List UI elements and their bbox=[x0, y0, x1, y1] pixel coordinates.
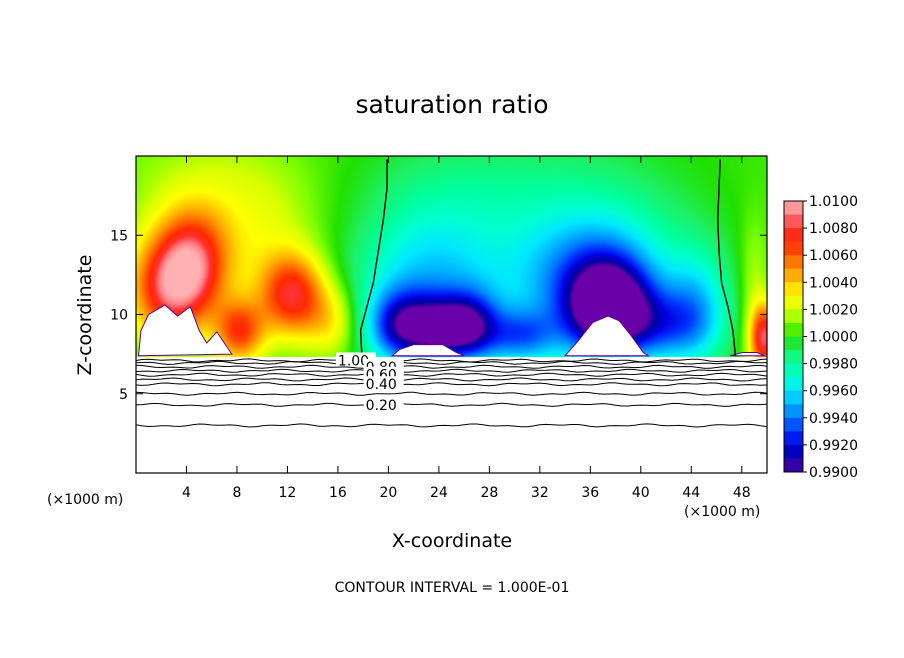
colorbar-tick-label: 1.0040 bbox=[809, 275, 858, 291]
colorbar-tick-label: 1.0060 bbox=[809, 248, 858, 264]
x-tick-label: 16 bbox=[329, 485, 347, 501]
colorbar: 1.0100 1.0080 1.0060 1.0040 1.0020 1.0000 0.99… bbox=[783, 194, 858, 481]
colorbar-band bbox=[784, 431, 803, 446]
contour-line bbox=[136, 358, 767, 363]
colorbar-band bbox=[784, 350, 803, 365]
colorbar-tick-label: 0.9980 bbox=[809, 357, 858, 373]
colorbar-band bbox=[784, 295, 803, 310]
colorbar-tick-label: 0.9900 bbox=[809, 465, 858, 481]
boundary-line bbox=[359, 159, 388, 356]
contour-line bbox=[136, 423, 767, 428]
colorbar-band bbox=[784, 322, 803, 337]
colorbar-band bbox=[784, 404, 803, 419]
colorbar-band bbox=[784, 377, 803, 392]
y-axis-label: Z-coordinate bbox=[74, 255, 96, 376]
x-tick-label: 40 bbox=[632, 485, 650, 501]
colorbar-band bbox=[784, 390, 803, 405]
contour-line bbox=[136, 372, 767, 377]
y-tick-label: 10 bbox=[110, 308, 128, 324]
x-tick-label: 44 bbox=[682, 485, 700, 501]
contour-label-bg bbox=[363, 376, 404, 391]
contour-line bbox=[136, 377, 767, 382]
y-tick-label: 5 bbox=[119, 387, 128, 403]
x-tick-label: 36 bbox=[581, 485, 599, 501]
subsaturated-region bbox=[390, 344, 465, 357]
x-tick-label: 28 bbox=[480, 485, 498, 501]
x-axis: 4 8 12 16 20 24 28 32 36 40 44 48 bbox=[182, 156, 751, 501]
colorbar-band bbox=[784, 228, 803, 243]
saturation-boundaries bbox=[359, 159, 737, 356]
x-unit-label-left: (×1000 m) bbox=[47, 492, 123, 508]
colorbar-band bbox=[784, 282, 803, 297]
contour-lines bbox=[136, 358, 767, 428]
colorbar-band bbox=[784, 363, 803, 378]
plot-area bbox=[136, 156, 767, 473]
chart-title: saturation ratio bbox=[355, 90, 548, 119]
x-tick-label: 12 bbox=[279, 485, 297, 501]
colorbar-band bbox=[784, 255, 803, 270]
x-unit-label-right: (×1000 m) bbox=[684, 504, 760, 520]
boundary-line bbox=[717, 159, 737, 356]
colorbar-band bbox=[784, 458, 803, 473]
contour-line bbox=[136, 382, 767, 387]
x-tick-label: 48 bbox=[733, 485, 751, 501]
subsaturated-region bbox=[730, 352, 765, 357]
contour-line bbox=[136, 368, 767, 373]
colorbar-tick-label: 1.0100 bbox=[809, 194, 858, 210]
y-axis: 5 10 15 bbox=[110, 228, 767, 403]
subsaturated-regions bbox=[137, 304, 765, 357]
colorbar-tick-label: 1.0000 bbox=[809, 330, 858, 346]
colorbar-tick-label: 1.0020 bbox=[809, 302, 858, 318]
subsaturated-region bbox=[563, 315, 651, 357]
contour-line bbox=[136, 360, 767, 365]
colorbar-tick-label: 0.9940 bbox=[809, 411, 858, 427]
contour-interval-note: CONTOUR INTERVAL = 1.000E-01 bbox=[335, 580, 570, 596]
colorbar-band bbox=[784, 336, 803, 351]
x-tick-label: 8 bbox=[232, 485, 241, 501]
colorbar-tick-label: 0.9960 bbox=[809, 384, 858, 400]
colorbar-tick-label: 0.9920 bbox=[809, 438, 858, 454]
y-tick-label: 15 bbox=[110, 228, 128, 244]
contour-line bbox=[136, 364, 767, 369]
subsaturated-region bbox=[137, 304, 233, 357]
x-tick-label: 24 bbox=[430, 485, 448, 501]
colorbar-band bbox=[784, 214, 803, 229]
x-tick-label: 4 bbox=[182, 485, 191, 501]
colorbar-band bbox=[784, 241, 803, 256]
contour-line bbox=[136, 402, 767, 407]
colorbar-band bbox=[784, 268, 803, 283]
contour-label: 1.00 bbox=[338, 353, 369, 369]
colorbar-band bbox=[784, 201, 803, 216]
x-tick-label: 32 bbox=[531, 485, 549, 501]
x-tick-label: 20 bbox=[379, 485, 397, 501]
colorbar-band bbox=[784, 444, 803, 459]
colorbar-tick-label: 1.0080 bbox=[809, 221, 858, 237]
colorbar-band bbox=[784, 309, 803, 324]
saturation-field bbox=[136, 156, 767, 473]
contour-line bbox=[136, 391, 767, 396]
x-axis-label: X-coordinate bbox=[392, 530, 512, 552]
contour-label: 0.20 bbox=[366, 398, 397, 414]
colorbar-band bbox=[784, 417, 803, 432]
contour-label: 0.40 bbox=[366, 377, 397, 393]
contour-label-bg bbox=[363, 396, 404, 411]
contour-labels: 1.000.800.600.400.20 bbox=[335, 352, 404, 414]
